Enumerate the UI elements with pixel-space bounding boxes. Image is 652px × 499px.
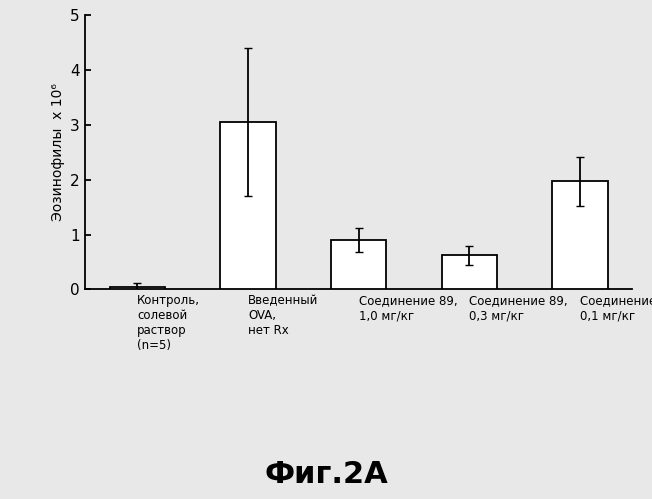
- Bar: [110, 287, 165, 289]
- Bar: [220, 122, 276, 289]
- Bar: [331, 240, 386, 289]
- Y-axis label: Эозинофилы  х 10⁶: Эозинофилы х 10⁶: [51, 83, 65, 221]
- Bar: [552, 181, 608, 289]
- Text: Фиг.2А: Фиг.2А: [264, 460, 388, 489]
- Bar: [441, 255, 497, 289]
